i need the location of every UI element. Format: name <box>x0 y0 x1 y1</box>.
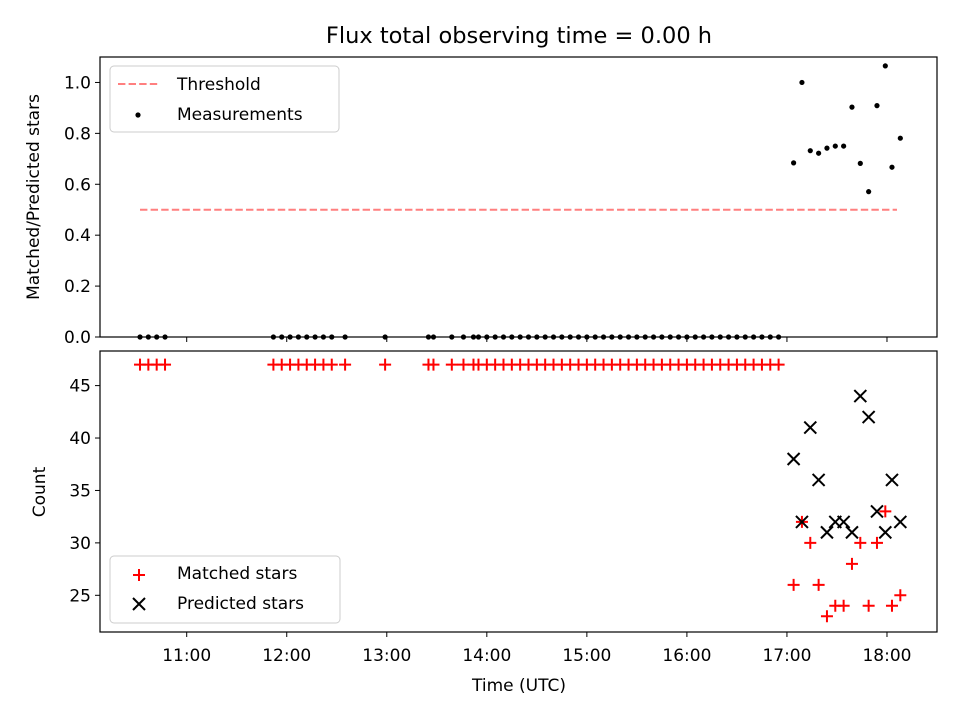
matched-star-point <box>339 358 352 371</box>
top-y-tick-label: 1.0 <box>64 73 91 93</box>
bottom-plot-marks <box>134 358 908 623</box>
matched-star-point <box>885 599 898 612</box>
measurement-point <box>807 148 813 154</box>
matched-star-point <box>845 557 858 570</box>
measurement-point <box>824 145 830 151</box>
top-panel: 0.0 0.2 0.4 0.6 0.8 1.0 Matched/Predicted sta… <box>24 56 938 348</box>
bottom-y-tick-label: 35 <box>69 481 91 501</box>
top-y-axis-label: Matched/Predicted stars <box>24 94 44 300</box>
predicted-star-point <box>845 525 859 540</box>
bottom-x-tick-label: 11:00 <box>162 646 211 666</box>
bottom-x-axis: 11:00 12:00 13:00 14:00 15:00 16:00 17:00 18:00 <box>162 632 911 666</box>
bottom-y-axis-label: Count <box>30 466 50 517</box>
matched-star-point <box>787 578 800 591</box>
measurement-point <box>866 189 872 195</box>
measurement-point <box>889 164 895 170</box>
top-y-tick-label: 0.0 <box>64 328 91 348</box>
top-y-tick-label: 0.2 <box>64 277 91 297</box>
matched-star-point <box>812 578 825 591</box>
matched-star-point <box>870 536 883 549</box>
matched-star-point <box>772 358 785 371</box>
predicted-star-point <box>836 515 851 529</box>
bottom-x-tick-label: 16:00 <box>662 646 711 666</box>
bottom-axes-frame <box>99 350 938 633</box>
top-y-tick-label: 0.4 <box>64 226 91 246</box>
bottom-y-tick-label: 25 <box>69 586 91 606</box>
top-x-axis <box>186 337 888 342</box>
bottom-legend: Matched stars Predicted stars <box>109 555 341 624</box>
bottom-y-tick-label: 40 <box>69 429 91 449</box>
top-y-axis: 0.0 0.2 0.4 0.6 0.8 1.0 <box>64 73 100 348</box>
predicted-legend-swatch <box>132 597 146 611</box>
predicted-star-point <box>795 515 809 529</box>
predicted-star-point <box>861 410 876 424</box>
predicted-star-point <box>803 420 817 435</box>
predicted-star-point <box>786 452 801 466</box>
bottom-x-tick-label: 12:00 <box>262 646 311 666</box>
top-legend: Threshold Measurements <box>109 65 340 133</box>
matched-star-point <box>894 589 907 602</box>
bottom-x-axis-label: Time (UTC) <box>471 676 566 696</box>
matched-star-point <box>837 599 850 612</box>
measurements-legend-swatch <box>135 112 141 118</box>
matched-star-point <box>862 599 875 612</box>
bottom-legend-box <box>109 555 341 624</box>
matched-star-point <box>820 610 833 623</box>
top-axes-frame <box>99 56 938 338</box>
bottom-x-tick-label: 13:00 <box>362 646 411 666</box>
measurements-legend-label: Measurements <box>177 105 303 125</box>
measurement-point <box>799 79 805 86</box>
bottom-y-axis: 25 30 35 40 45 <box>69 377 100 606</box>
measurement-point <box>832 143 838 149</box>
top-legend-box <box>109 65 340 133</box>
bottom-panel: 25 30 35 40 45 11:00 12:00 13:00 14:00 15:00 16:0… <box>30 350 938 696</box>
measurement-point <box>874 103 880 109</box>
bottom-y-tick-label: 30 <box>69 534 91 554</box>
bottom-y-tick-label: 45 <box>69 377 91 397</box>
predicted-star-point <box>885 473 899 487</box>
matched-star-point <box>445 358 458 371</box>
top-y-tick-label: 0.6 <box>64 175 91 195</box>
matched-star-point <box>804 536 817 549</box>
matched-star-point <box>427 358 440 371</box>
bottom-x-tick-label: 17:00 <box>762 646 811 666</box>
matched-star-point <box>457 358 470 371</box>
predicted-star-point <box>853 389 868 403</box>
predicted-star-point <box>870 504 884 519</box>
measurement-point <box>897 135 903 141</box>
measurement-point <box>857 160 863 166</box>
predicted-legend-label: Predicted stars <box>177 594 304 614</box>
figure-title: Flux total observing time = 0.00 h <box>326 23 712 49</box>
threshold-legend-label: Threshold <box>176 75 261 95</box>
matched-star-point <box>325 358 338 371</box>
matched-legend-swatch <box>133 569 145 581</box>
top-y-tick-label: 0.8 <box>64 124 91 144</box>
matched-legend-label: Matched stars <box>177 564 297 584</box>
measurement-point <box>841 143 847 149</box>
predicted-star-point <box>878 525 893 540</box>
matched-star-point <box>879 505 892 518</box>
predicted-star-point <box>893 515 908 529</box>
bottom-x-tick-label: 14:00 <box>462 646 511 666</box>
bottom-x-tick-label: 18:00 <box>862 646 911 666</box>
predicted-star-point <box>811 473 826 487</box>
measurement-point <box>791 160 797 166</box>
matched-star-point <box>854 536 867 549</box>
measurement-point <box>882 63 888 69</box>
predicted-star-point <box>820 525 834 540</box>
bottom-x-tick-label: 15:00 <box>562 646 611 666</box>
measurement-point <box>816 150 822 156</box>
matched-star-point <box>159 358 172 371</box>
matched-star-point <box>379 358 392 371</box>
measurement-point <box>849 104 855 110</box>
